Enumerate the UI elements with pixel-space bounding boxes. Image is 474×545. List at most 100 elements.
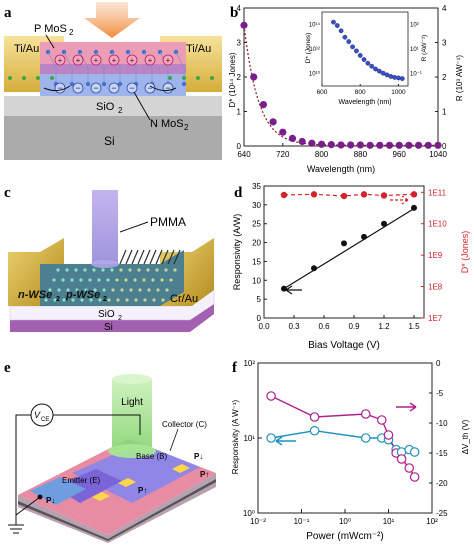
flake-atom xyxy=(161,298,165,302)
y-tick-label: 30 xyxy=(252,201,261,210)
flake-atom xyxy=(89,298,93,302)
y-tick-label: 5 xyxy=(257,295,262,304)
lattice-atom-green xyxy=(8,76,12,80)
sio2-layer xyxy=(4,96,222,116)
y-tick-label-right: 4 xyxy=(442,4,447,13)
hole-charge xyxy=(162,54,174,66)
flake-atom xyxy=(120,288,124,292)
y-tick-label-right: -25 xyxy=(436,509,448,518)
x-tick-label: 0.0 xyxy=(258,322,270,331)
y-axis-label: Responsivity (A W⁻¹) xyxy=(231,399,240,474)
responsivity-point xyxy=(409,447,420,457)
hole-sign: + xyxy=(94,56,99,65)
flake-atom xyxy=(173,268,177,272)
panel-c-label: c xyxy=(4,185,11,201)
inset-data-point xyxy=(373,66,378,72)
x-tick-label: 720 xyxy=(276,150,290,159)
x-tick-label: 10⁰ xyxy=(339,517,351,526)
flake-atom xyxy=(133,278,137,282)
pmma-molecule xyxy=(137,249,145,265)
inset-y-tick-label-right: 10³ xyxy=(410,22,419,28)
hole-charge xyxy=(144,54,156,66)
svg-text:N MoS: N MoS xyxy=(150,118,184,130)
electron-sign: − xyxy=(75,83,80,93)
si-substrate xyxy=(10,304,214,332)
flake-atom xyxy=(107,298,111,302)
hole-charge xyxy=(126,54,138,66)
emitter-contact xyxy=(92,492,110,501)
flake-atom xyxy=(137,268,141,272)
pmma-molecule xyxy=(173,249,181,265)
delta-vth-point xyxy=(396,454,407,464)
flake-atom xyxy=(169,278,173,282)
responsivity-point xyxy=(361,233,367,240)
flake-atom xyxy=(134,298,138,302)
plot-frame xyxy=(257,362,433,514)
panel-a-label: a xyxy=(4,5,12,21)
svg-text:P MoS: P MoS xyxy=(34,23,67,35)
electron-sign: − xyxy=(147,83,152,93)
data-point xyxy=(434,141,442,149)
inset-y-tick-label-right: 10⁻¹ xyxy=(410,72,422,78)
x-tick-label: 0.6 xyxy=(318,322,330,331)
svg-text:SiO: SiO xyxy=(98,309,115,320)
y-tick-label-right: -10 xyxy=(436,419,448,428)
delta-vth-line xyxy=(270,395,416,478)
flake-atom xyxy=(119,268,123,272)
dstar-line xyxy=(283,193,415,197)
svg-text:2: 2 xyxy=(69,28,74,37)
y-tick-label-right: -15 xyxy=(436,449,448,458)
sio2-label: SiO 2 xyxy=(96,101,123,115)
data-point xyxy=(298,137,306,146)
flake-atom xyxy=(128,268,132,272)
lattice-bond xyxy=(79,51,89,69)
si-layer xyxy=(4,116,222,160)
y-tick-label: 35 xyxy=(252,182,261,191)
flake-atom xyxy=(155,268,159,272)
inset-data-point xyxy=(334,23,340,28)
lattice-atom-green xyxy=(50,76,54,80)
hole-sign: + xyxy=(112,56,117,65)
flake-atom xyxy=(44,298,48,302)
x-tick-label: 1.2 xyxy=(378,322,390,331)
flake-atom xyxy=(62,298,66,302)
delta-vth-arrow xyxy=(396,402,417,412)
y-tick-label: 25 xyxy=(252,220,261,229)
dstar-point xyxy=(410,191,418,198)
inset-data-point xyxy=(346,39,352,44)
light-beam-top xyxy=(112,374,152,384)
x-tick-label: 960 xyxy=(393,150,407,159)
flake-atom xyxy=(160,278,164,282)
data-point xyxy=(424,141,432,149)
data-point xyxy=(318,140,326,148)
y-tick-label-right: -20 xyxy=(436,479,448,488)
lattice-bond xyxy=(175,51,185,69)
delta-vth-point xyxy=(266,391,276,401)
hole-sign: + xyxy=(148,56,153,65)
y-tick-label: 0 xyxy=(257,314,262,323)
wire-node xyxy=(37,494,43,500)
y-tick-label: 20 xyxy=(252,239,261,248)
data-point xyxy=(288,134,297,143)
flake-lattice xyxy=(44,249,181,302)
inset-y-label-right: R (AW⁻¹) xyxy=(421,35,428,62)
svg-text:p-WSe: p-WSe xyxy=(65,289,100,301)
svg-text:2: 2 xyxy=(103,296,107,303)
flake-atom xyxy=(142,278,146,282)
dstar-point xyxy=(340,192,348,200)
flake-atom xyxy=(65,268,69,272)
y-tick-label: 0 xyxy=(237,142,242,151)
inset-data-point xyxy=(338,28,344,34)
lattice-bond xyxy=(47,51,57,69)
hole-charge xyxy=(54,54,66,66)
electron-charge xyxy=(126,82,138,94)
electrode-right-label: Ti/Au xyxy=(186,43,211,55)
responsivity-point xyxy=(411,204,417,211)
electron-sign: − xyxy=(111,83,116,93)
hole-sign: + xyxy=(58,56,63,65)
y-tick-label: 1 xyxy=(237,108,242,117)
si-label: Si xyxy=(104,134,115,148)
dstar-point xyxy=(310,191,318,198)
hole-charge xyxy=(90,54,102,66)
responsivity-point xyxy=(309,425,320,436)
